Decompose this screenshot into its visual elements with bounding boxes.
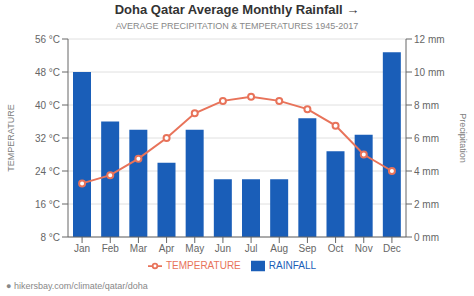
svg-text:2 mm: 2 mm xyxy=(414,199,439,210)
svg-text:48 °C: 48 °C xyxy=(35,67,60,78)
svg-text:Oct: Oct xyxy=(328,243,344,254)
svg-text:40 °C: 40 °C xyxy=(35,100,60,111)
svg-text:Nov: Nov xyxy=(355,243,373,254)
svg-text:Jun: Jun xyxy=(215,243,231,254)
svg-text:8 °C: 8 °C xyxy=(40,232,60,243)
svg-text:Mar: Mar xyxy=(130,243,148,254)
html-text:AVERAGE PRECIPITATION & TEMPER: AVERAGE PRECIPITATION & TEMPERATURES 194… xyxy=(115,21,359,31)
svg-text:Apr: Apr xyxy=(159,243,175,254)
svg-text:24 °C: 24 °C xyxy=(35,166,60,177)
svg-text:Jul: Jul xyxy=(245,243,258,254)
svg-text:Sep: Sep xyxy=(299,243,317,254)
html-text:Doha Qatar Average Monthly Rai: Doha Qatar Average Monthly Rainfall → xyxy=(114,2,360,17)
svg-text:Dec: Dec xyxy=(383,243,401,254)
svg-text:12 mm: 12 mm xyxy=(414,34,445,45)
svg-text:10 mm: 10 mm xyxy=(414,67,445,78)
svg-text:32 °C: 32 °C xyxy=(35,133,60,144)
svg-text:8 mm: 8 mm xyxy=(414,100,439,111)
svg-text:May: May xyxy=(185,243,204,254)
svg-text:Aug: Aug xyxy=(270,243,288,254)
svg-text:16 °C: 16 °C xyxy=(35,199,60,210)
svg-text:4 mm: 4 mm xyxy=(414,166,439,177)
svg-text:6 mm: 6 mm xyxy=(414,133,439,144)
svg-text:Jan: Jan xyxy=(74,243,90,254)
svg-text:Precipitation: Precipitation xyxy=(458,113,466,163)
svg-text:Feb: Feb xyxy=(102,243,120,254)
html-text:TEMPERATURE: TEMPERATURE xyxy=(166,259,241,271)
svg-text:0 mm: 0 mm xyxy=(414,232,439,243)
svg-text:56 °C: 56 °C xyxy=(35,34,60,45)
html-text:● hikersbay.com/climate/qatar/: ● hikersbay.com/climate/qatar/doha xyxy=(6,281,148,291)
html-text:RAINFALL: RAINFALL xyxy=(268,259,316,271)
svg-text:TEMPERATURE: TEMPERATURE xyxy=(8,104,16,171)
